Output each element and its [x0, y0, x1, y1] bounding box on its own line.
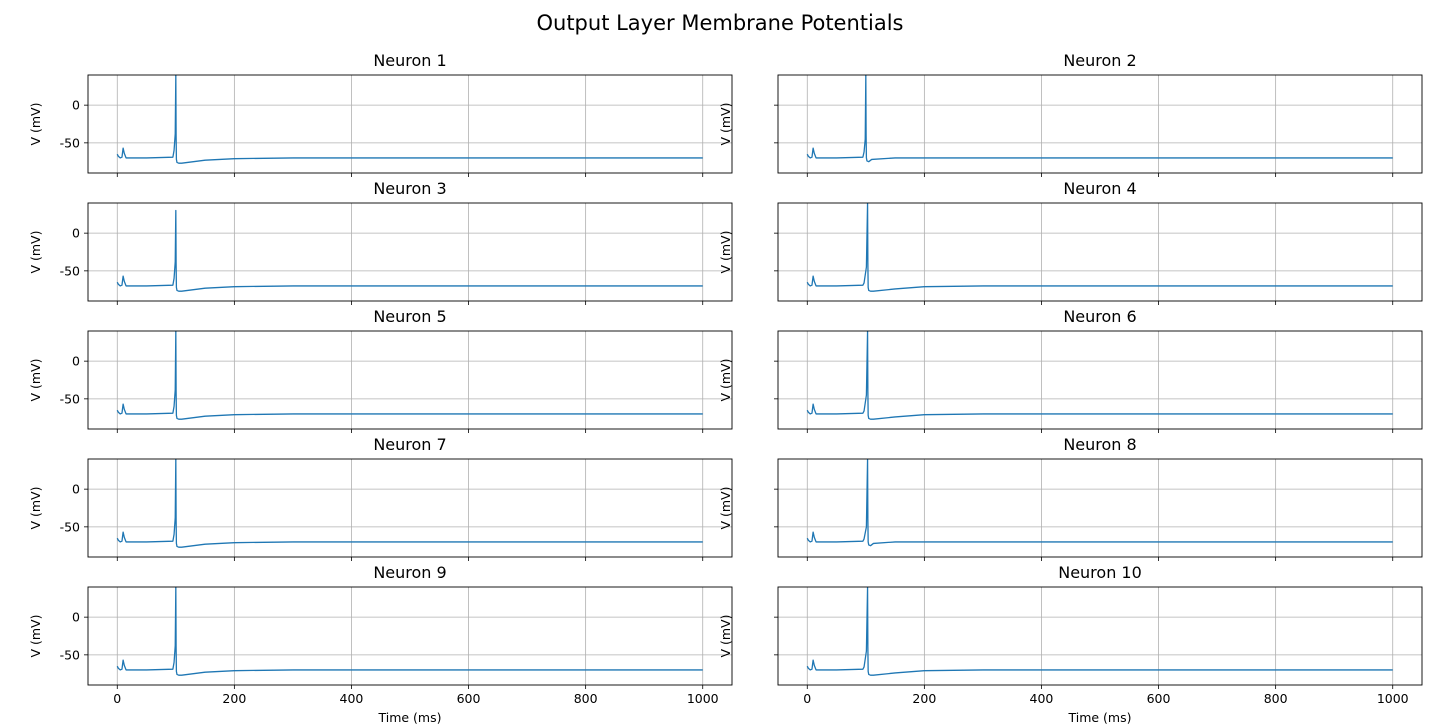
x-tick-label: 400: [340, 691, 364, 706]
x-tick-label: 200: [912, 691, 936, 706]
subplot-title: Neuron 3: [373, 179, 446, 198]
x-tick-label: 1000: [1377, 691, 1409, 706]
axes-frame: [777, 74, 1423, 174]
y-axis-label: V (mV): [718, 486, 733, 529]
x-tick-label: 1000: [687, 691, 719, 706]
y-tick-label: 0: [72, 610, 80, 625]
x-tick-label: 0: [803, 691, 811, 706]
y-tick-label: -50: [60, 391, 80, 406]
subplot-neuron-4: Neuron 4 V (mV): [718, 179, 1423, 305]
figure-title: Output Layer Membrane Potentials: [536, 11, 903, 35]
axes-frame: [87, 458, 733, 558]
subplot-neuron-10: Neuron 10 0 200 400 600 800 1000 V (mV) Time (ms…: [718, 563, 1423, 725]
axes-frame: [87, 586, 733, 686]
y-axis-label: V (mV): [28, 486, 43, 529]
membrane-potential-line: [116, 331, 703, 420]
axes-frame: [777, 458, 1423, 558]
subplot-neuron-3: Neuron 3 0 -50 V (mV): [28, 179, 733, 305]
subplot-title: Neuron 9: [373, 563, 446, 582]
axes-frame: [777, 202, 1423, 302]
membrane-potential-line: [116, 587, 703, 676]
axes-frame: [777, 330, 1423, 430]
subplot-title: Neuron 4: [1063, 179, 1136, 198]
axes-frame: [87, 202, 733, 302]
x-tick-label: 400: [1030, 691, 1054, 706]
subplot-title: Neuron 7: [373, 435, 446, 454]
y-tick-label: -50: [60, 263, 80, 278]
y-axis-label: V (mV): [718, 358, 733, 401]
x-axis-label: Time (ms): [377, 710, 441, 725]
y-tick-label: -50: [60, 135, 80, 150]
y-tick-label: -50: [60, 647, 80, 662]
subplot-neuron-7: Neuron 7 0 -50 V (mV): [28, 435, 733, 561]
membrane-potential-line: [116, 459, 703, 548]
membrane-potential-line: [806, 331, 1393, 420]
subplot-neuron-5: Neuron 5 0 -50 V (mV): [28, 307, 733, 433]
subplot-neuron-2: Neuron 2 V (mV): [718, 51, 1423, 177]
y-tick-label: 0: [72, 482, 80, 497]
subplot-title: Neuron 1: [373, 51, 446, 70]
membrane-potential-line: [806, 203, 1393, 292]
y-axis-label: V (mV): [28, 230, 43, 273]
x-tick-label: 600: [1147, 691, 1171, 706]
membrane-potential-line: [806, 459, 1393, 547]
subplot-title: Neuron 8: [1063, 435, 1136, 454]
y-axis-label: V (mV): [718, 614, 733, 657]
x-tick-label: 800: [574, 691, 598, 706]
subplot-title: Neuron 5: [373, 307, 446, 326]
membrane-potential-line: [116, 209, 703, 292]
y-axis-label: V (mV): [28, 358, 43, 401]
subplot-neuron-9: Neuron 9 0 200 400 600 800 1000 0 -50 V (mV) Time …: [28, 563, 733, 725]
x-tick-label: 200: [222, 691, 246, 706]
axes-frame: [87, 74, 733, 174]
subplot-title: Neuron 2: [1063, 51, 1136, 70]
x-axis-label: Time (ms): [1067, 710, 1131, 725]
y-axis-label: V (mV): [718, 230, 733, 273]
y-tick-label: 0: [72, 98, 80, 113]
axes-frame: [87, 330, 733, 430]
subplot-title: Neuron 10: [1058, 563, 1142, 582]
x-tick-label: 800: [1264, 691, 1288, 706]
membrane-potential-line: [806, 75, 1393, 163]
subplot-neuron-8: Neuron 8 V (mV): [718, 435, 1423, 561]
y-axis-label: V (mV): [718, 102, 733, 145]
membrane-potential-line: [806, 587, 1393, 676]
y-axis-label: V (mV): [28, 614, 43, 657]
x-tick-label: 0: [113, 691, 121, 706]
y-tick-label: 0: [72, 226, 80, 241]
subplot-neuron-1: Neuron 1 0 -50 V (mV): [28, 51, 733, 177]
subplot-title: Neuron 6: [1063, 307, 1136, 326]
y-tick-label: 0: [72, 354, 80, 369]
y-axis-label: V (mV): [28, 102, 43, 145]
subplot-grid: Neuron 10-50V (mV)Neuron 2V (mV)Neuron 3…: [28, 51, 1423, 725]
y-tick-label: -50: [60, 519, 80, 534]
membrane-potential-line: [116, 75, 703, 164]
subplot-neuron-6: Neuron 6 V (mV): [718, 307, 1423, 433]
x-tick-label: 600: [457, 691, 481, 706]
axes-frame: [777, 586, 1423, 686]
